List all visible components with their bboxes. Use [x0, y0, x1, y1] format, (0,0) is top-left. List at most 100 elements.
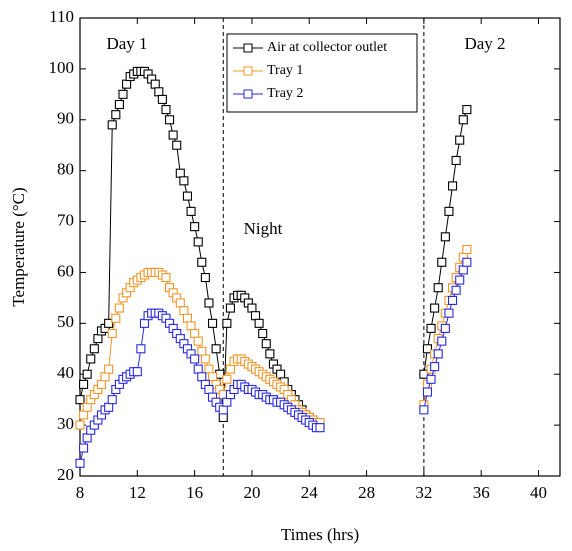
- data-point: [139, 318, 150, 328]
- data-point: [447, 181, 458, 191]
- x-tick-label: 20: [243, 483, 260, 502]
- data-point: [107, 395, 117, 405]
- data-point: [207, 372, 218, 382]
- data-point: [114, 303, 124, 313]
- data-point: [426, 323, 436, 333]
- data-point: [197, 372, 207, 382]
- data-point: [462, 257, 472, 267]
- data-point: [440, 323, 450, 333]
- x-tick-label: 12: [129, 483, 146, 502]
- data-point: [168, 130, 178, 140]
- data-point: [175, 298, 185, 308]
- data-point: [197, 257, 207, 267]
- data-point: [422, 387, 433, 397]
- data-point: [182, 313, 193, 323]
- annotation: Night: [244, 219, 283, 238]
- data-point: [79, 410, 89, 420]
- x-tick-label: 36: [473, 483, 490, 502]
- data-point: [458, 265, 468, 275]
- legend-label: Tray 2: [267, 86, 303, 101]
- data-point: [186, 321, 196, 331]
- data-point: [265, 349, 275, 359]
- data-point: [157, 94, 167, 104]
- data-point: [132, 367, 142, 377]
- data-point: [114, 99, 124, 110]
- data-point: [193, 364, 203, 374]
- data-point: [75, 395, 85, 405]
- data-point: [276, 369, 286, 379]
- data-point: [193, 237, 203, 247]
- data-point: [207, 318, 218, 328]
- data-point: [136, 344, 146, 354]
- data-point: [261, 339, 271, 349]
- data-point: [179, 176, 189, 186]
- y-tick-label: 50: [57, 312, 74, 331]
- data-point: [100, 372, 110, 382]
- x-tick-label: 24: [301, 483, 319, 502]
- data-point: [79, 379, 89, 389]
- data-point: [89, 344, 99, 354]
- data-point: [190, 354, 200, 364]
- data-point: [462, 244, 472, 255]
- data-point: [82, 402, 92, 412]
- data-point: [426, 374, 436, 384]
- legend-marker: [243, 43, 253, 53]
- data-point: [186, 206, 196, 216]
- y-tick-label: 40: [57, 363, 74, 382]
- data-point: [75, 458, 85, 468]
- data-point: [440, 232, 450, 242]
- data-point: [250, 311, 261, 321]
- data-point: [225, 364, 235, 374]
- legend-box: [226, 33, 418, 113]
- data-point: [82, 433, 92, 443]
- data-point: [258, 328, 268, 339]
- legend-marker: [243, 89, 253, 99]
- data-point: [175, 168, 185, 178]
- data-point: [211, 344, 221, 354]
- data-point: [204, 364, 214, 374]
- x-tick-label: 32: [415, 483, 432, 502]
- data-point: [86, 354, 96, 364]
- y-tick-label: 30: [57, 414, 74, 433]
- data-point: [462, 105, 472, 115]
- data-point: [455, 275, 465, 285]
- data-point: [179, 306, 189, 316]
- data-point: [455, 135, 465, 145]
- legend-marker: [243, 66, 253, 76]
- data-point: [451, 155, 461, 166]
- data-point: [437, 336, 447, 346]
- data-point: [118, 89, 128, 99]
- data-point: [419, 405, 429, 415]
- data-point: [193, 336, 203, 346]
- data-point: [451, 285, 461, 295]
- data-point: [218, 412, 228, 423]
- data-point: [161, 272, 171, 283]
- data-point: [444, 308, 454, 318]
- annotation: Day 2: [464, 34, 505, 53]
- data-point: [247, 303, 257, 313]
- data-point: [75, 420, 85, 430]
- y-tick-label: 90: [57, 109, 74, 128]
- data-point: [218, 405, 228, 415]
- data-point: [96, 379, 107, 389]
- y-tick-label: 60: [57, 261, 74, 280]
- data-point: [222, 397, 232, 407]
- data-point: [254, 318, 264, 328]
- data-point: [222, 318, 232, 328]
- data-point: [111, 110, 121, 120]
- data-point: [419, 369, 429, 379]
- y-tick-label: 110: [49, 7, 74, 26]
- data-point: [104, 402, 114, 412]
- data-point: [204, 298, 214, 308]
- data-point: [430, 303, 440, 313]
- data-point: [444, 206, 454, 216]
- x-tick-label: 16: [186, 483, 203, 502]
- data-point: [104, 364, 114, 374]
- data-point: [197, 346, 207, 356]
- data-point: [190, 328, 200, 339]
- legend-label: Tray 1: [267, 63, 303, 78]
- data-point: [433, 349, 443, 359]
- y-tick-label: 100: [49, 58, 75, 77]
- y-tick-label: 80: [57, 160, 74, 179]
